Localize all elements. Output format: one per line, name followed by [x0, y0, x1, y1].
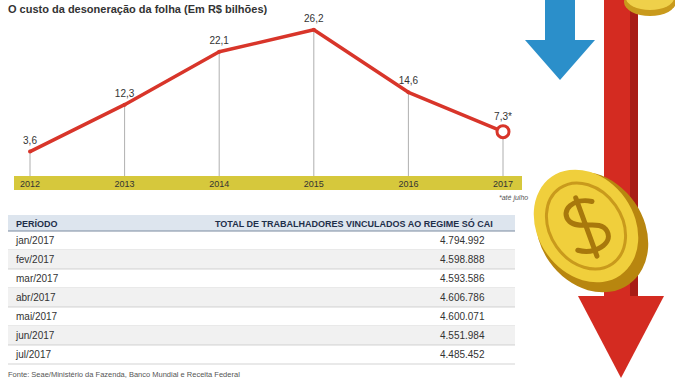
decoration: [512, 0, 675, 378]
table-cell: jan/2017: [15, 235, 55, 246]
drop-lines: [30, 30, 503, 176]
drop-line: [219, 52, 220, 176]
coin-top: [626, 0, 674, 10]
coin-symbol: [561, 192, 614, 262]
table-cell: 4.606.786: [440, 292, 485, 303]
cost-line: [30, 30, 503, 152]
table-cell: fev/2017: [16, 254, 55, 265]
data-label: 14,6: [399, 75, 419, 86]
point: [497, 126, 509, 138]
point: [28, 150, 32, 154]
x-tick-label: 2015: [304, 179, 324, 189]
point: [123, 103, 127, 107]
table-cell: mai/2017: [16, 311, 58, 322]
table-rule: [8, 307, 515, 308]
table-header: TOTAL DE TRABALHADORES VINCULADOS AO REG…: [215, 218, 493, 229]
table-rule: [8, 345, 515, 346]
table-cell: 4.551.984: [440, 330, 485, 341]
table-rule: [8, 269, 515, 270]
chart-title: O custo da desoneração da folha (Em R$ b…: [8, 3, 268, 15]
point: [312, 28, 316, 32]
coin-rim: [530, 168, 642, 285]
data-label: 3,6: [23, 135, 37, 146]
data-label: 26,2: [304, 13, 324, 24]
drop-line: [313, 30, 314, 176]
table-row-bg: [8, 288, 515, 307]
table-cell: jun/2017: [15, 330, 55, 341]
source: Fonte: Seae/Ministério da Fazenda, Banco…: [8, 370, 240, 379]
drop-line: [30, 152, 31, 176]
x-tick-label: 2017: [493, 179, 513, 189]
annotation: *até julho: [499, 194, 528, 202]
table-cell: jul/2017: [15, 349, 51, 360]
table-rule: [8, 364, 515, 365]
point: [217, 50, 221, 54]
table-row-bg: [8, 250, 515, 269]
table-row-bg: [8, 326, 515, 345]
data-label: 7,3*: [494, 111, 512, 122]
blue-arrow: [525, 0, 595, 80]
red-arrow-head: [578, 296, 664, 378]
stage: O custo da desoneração da folha (Em R$ b…: [0, 0, 675, 382]
plot-area: [28, 28, 509, 154]
drop-line: [124, 105, 125, 176]
table-cell: abr/2017: [16, 292, 56, 303]
x-tick-label: 2012: [20, 179, 40, 189]
x-tick-label: 2013: [115, 179, 135, 189]
table: PERÍODO TOTAL DE TRABALHADORES VINCULADOS…: [8, 215, 515, 364]
table-header-bg: [8, 215, 515, 231]
table-cell: 4.598.888: [440, 254, 485, 265]
table-cell: mar/2017: [16, 273, 59, 284]
table-cell: 4.593.586: [440, 273, 485, 284]
point: [406, 90, 410, 94]
x-tick-label: 2016: [398, 179, 418, 189]
table-rule: [8, 231, 515, 232]
x-axis-band: [14, 176, 522, 190]
data-label: 22,1: [209, 35, 229, 46]
x-tick-label: 2014: [209, 179, 229, 189]
table-cell: 4.600.071: [440, 311, 485, 322]
table-cell: 4.794.992: [440, 235, 485, 246]
data-label: 12,3: [115, 88, 135, 99]
table-header: PERÍODO: [16, 219, 58, 229]
table-cell: 4.485.452: [440, 349, 485, 360]
drop-line: [408, 92, 409, 176]
coin-face: [512, 149, 659, 302]
coin-edge: [513, 150, 672, 315]
